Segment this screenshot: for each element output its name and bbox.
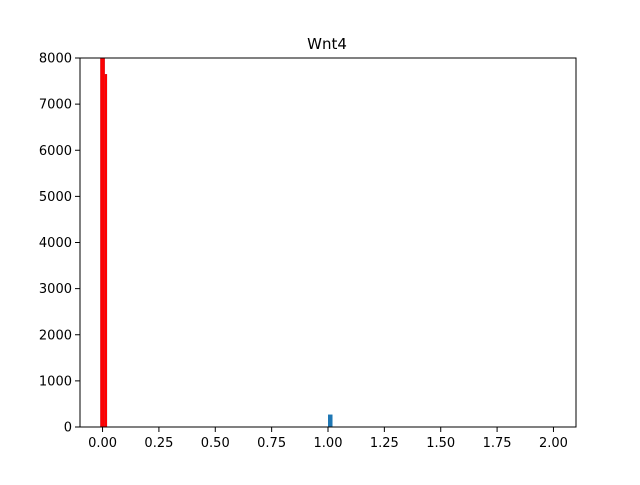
x-tick-label: 0.50 [201,436,230,451]
y-tick-label: 0 [64,421,72,436]
y-tick-label: 4000 [39,236,72,251]
y-tick-label: 8000 [39,52,72,67]
x-tick-label: 2.00 [539,436,568,451]
x-tick-label: 1.25 [370,436,399,451]
chart-title: Wnt4 [307,35,347,53]
y-tick-label: 7000 [39,98,72,113]
x-tick-label: 0.75 [257,436,286,451]
y-axis: 0 1000 2000 3000 4000 5000 6000 7000 8000 [39,52,80,436]
histogram-bar-series-1-bin-2 [104,74,108,428]
histogram-bar-series-1-bin-0 [100,58,103,427]
x-tick-label: 1.75 [483,436,512,451]
y-tick-label: 5000 [39,190,72,205]
y-tick-label: 2000 [39,328,72,343]
x-tick-label: 0.00 [88,436,117,451]
x-tick-label: 1.50 [426,436,455,451]
x-axis: 0.00 0.25 0.50 0.75 1.00 1.25 1.50 1.75 2.00 [88,427,568,451]
y-tick-label: 6000 [39,144,72,159]
y-tick-label: 3000 [39,282,72,297]
histogram-bar-series-1-bin-1 [102,58,105,427]
histogram-bar-series-0-bin-3 [328,414,333,427]
x-tick-label: 1.00 [314,436,343,451]
y-tick-label: 1000 [39,374,72,389]
bars-layer [100,58,333,428]
x-tick-label: 0.25 [144,436,173,451]
